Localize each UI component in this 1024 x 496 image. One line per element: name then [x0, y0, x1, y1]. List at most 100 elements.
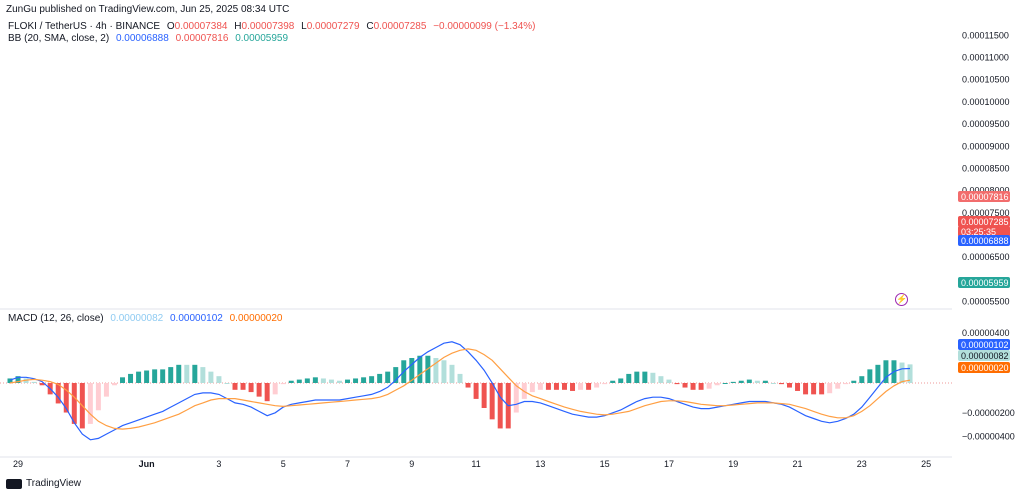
macd-histogram-bar: [714, 383, 720, 386]
macd-histogram-bar: [385, 371, 391, 383]
macd-histogram-bar: [529, 383, 535, 393]
macd-histogram-bar: [738, 380, 744, 383]
lightning-icon[interactable]: ⚡: [895, 293, 908, 306]
macd-histogram-bar: [570, 383, 576, 391]
macd-histogram-bar: [513, 383, 519, 413]
macd-line: [9, 341, 911, 441]
time-tick-label: 25: [921, 459, 931, 469]
bb-label[interactable]: BB (20, SMA, close, 2): [8, 33, 110, 44]
macd-histogram-bar: [417, 355, 423, 383]
macd-histogram-bar: [176, 364, 182, 383]
high-value: 0.00007398: [241, 21, 295, 32]
macd-histogram-bar: [690, 383, 696, 390]
price-badge: 0.00007816: [958, 191, 1010, 202]
macd-histogram-bar: [312, 377, 318, 383]
macd-histogram-bar: [561, 383, 567, 390]
time-tick-label: 21: [793, 459, 803, 469]
macd-histogram-bar: [200, 367, 206, 383]
macd-histogram-bar: [208, 371, 214, 383]
time-tick-label: 19: [728, 459, 738, 469]
macd-histogram-bar: [698, 383, 704, 390]
price-badge-label: 03:25:35: [961, 227, 996, 237]
macd-histogram-bar: [63, 383, 69, 413]
macd-histogram-bar: [136, 371, 142, 383]
published-credit: ZunGu published on TradingView.com, Jun …: [6, 4, 290, 15]
tradingview-logo-icon: [6, 478, 22, 489]
price-badge-label: 0.00007816: [961, 192, 1009, 202]
macd-badge-bg: [958, 350, 1010, 361]
close-label: C: [366, 21, 374, 32]
price-tick-label: 0.00011000: [962, 53, 1009, 63]
price-badge: 0.00006888: [958, 235, 1010, 246]
macd-histogram-bar: [256, 383, 262, 397]
macd-badge-label: 0.00000082: [961, 351, 1009, 361]
bb-basis-value: 0.00006888: [115, 33, 169, 44]
macd-histogram-bar: [224, 383, 230, 384]
macd-histogram-bar: [835, 383, 841, 389]
macd-label[interactable]: MACD (12, 26, close): [8, 313, 104, 324]
price-badge-label: 0.00007285: [961, 217, 1009, 227]
macd-histogram-bar: [586, 383, 592, 390]
macd-histogram-bar: [272, 383, 278, 395]
macd-histogram-bar: [489, 383, 495, 420]
price-badge-bg: [958, 235, 1010, 246]
macd-histogram-bar: [216, 376, 222, 383]
footer: TradingView: [6, 478, 81, 489]
macd-histogram-bar: [168, 367, 174, 383]
macd-legend: MACD (12, 26, close) 0.00000082 0.000001…: [8, 313, 282, 325]
macd-histogram-bar: [144, 370, 150, 383]
macd-histogram-bar: [87, 383, 93, 424]
macd-histogram-bar: [111, 383, 117, 386]
macd-histogram-bar: [473, 383, 479, 399]
macd-histogram-bar: [778, 383, 784, 385]
low-value: 0.00007279: [306, 21, 360, 32]
macd-histogram-bar: [160, 369, 166, 383]
macd-histogram-bar: [537, 383, 543, 390]
macd-badge: 0.00000020: [958, 362, 1010, 373]
macd-histogram-bar: [859, 376, 865, 383]
macd-histogram-bar: [827, 383, 833, 394]
macd-histogram-bar: [843, 383, 849, 385]
macd-histogram-bar: [634, 371, 640, 383]
price-badge-bg: [958, 226, 1010, 237]
macd-histogram-bar: [296, 379, 302, 383]
macd-histogram-bar: [128, 373, 134, 383]
macd-histogram-bar: [361, 377, 367, 383]
macd-histogram-bar: [120, 377, 125, 383]
macd-histogram-bar: [320, 378, 326, 383]
macd-tick-label: 0.00000400: [962, 328, 1010, 338]
macd-histogram-bar: [803, 383, 809, 395]
macd-tick-label: −0.00000200: [962, 408, 1015, 418]
close-value: 0.00007285: [373, 21, 427, 32]
macd-histogram-bar: [666, 379, 672, 383]
macd-histogram-bar: [907, 364, 913, 383]
macd-histogram-bar: [457, 373, 463, 383]
macd-histogram-bar: [883, 360, 889, 383]
macd-histogram-bar: [71, 383, 77, 424]
macd-histogram-bar: [377, 373, 383, 383]
price-tick-label: 0.00010500: [962, 75, 1010, 85]
macd-histogram-bar: [264, 383, 270, 402]
time-tick-label: Jun: [139, 459, 155, 469]
price-badge-bg: [958, 277, 1010, 288]
symbol-label[interactable]: FLOKI / TetherUS · 4h · BINANCE: [8, 21, 161, 32]
macd-histogram-bar: [722, 383, 728, 384]
macd-histogram-bar: [650, 372, 656, 383]
macd-histogram-bar: [682, 383, 688, 388]
price-badge-label: 0.00005959: [961, 278, 1009, 288]
macd-histogram-bar: [441, 360, 447, 383]
macd-histogram-bar: [95, 383, 101, 411]
price-tick-label: 0.00008500: [962, 163, 1010, 173]
time-tick-label: 13: [535, 459, 545, 469]
macd-badge-label: 0.00000102: [961, 340, 1009, 350]
price-badge: 0.00005959: [958, 277, 1010, 288]
macd-badge-bg: [958, 362, 1010, 373]
macd-histogram-bar: [578, 383, 584, 390]
price-tick-label: 0.00011500: [962, 30, 1009, 40]
macd-histogram-bar: [706, 383, 712, 389]
macd-histogram-bar: [626, 373, 632, 383]
time-tick-label: 5: [281, 459, 286, 469]
macd-histogram-bar: [304, 378, 310, 383]
